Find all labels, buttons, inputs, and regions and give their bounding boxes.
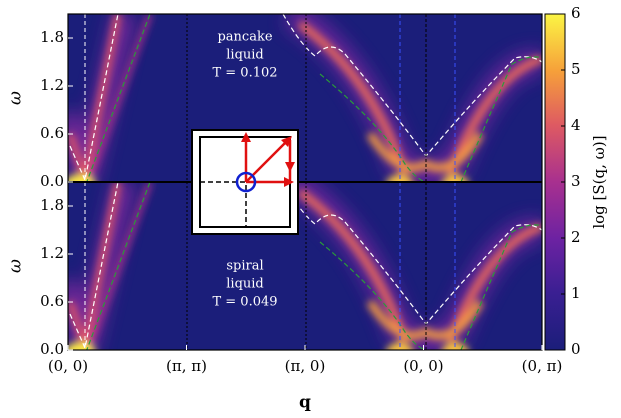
heatmap-bottom	[68, 182, 542, 350]
colorbar-label: log [S(q, ω)]	[590, 135, 608, 228]
colorbar-tick-label: 5	[571, 60, 581, 78]
annotation: liquid	[226, 48, 264, 63]
y-tick-label: 0.0	[40, 340, 64, 358]
annotation: T = 0.049	[212, 295, 277, 310]
y-axis-label: ω	[6, 91, 26, 105]
x-tick-label: (π, π)	[166, 357, 207, 375]
colorbar-tick-label: 1	[571, 284, 581, 302]
colorbar-tick-label: 3	[571, 172, 581, 190]
colorbar-tick-label: 4	[571, 116, 581, 134]
y-tick-label: 0.6	[40, 292, 64, 310]
y-tick-label: 0.0	[40, 172, 64, 190]
x-tick-label: (0, 0)	[403, 357, 443, 375]
annotation: pancake	[217, 30, 272, 45]
colorbar-tick-label: 6	[571, 4, 581, 22]
colorbar-tick-label: 0	[571, 340, 581, 358]
heatmap-top	[68, 14, 542, 182]
y-axis-label: ω	[6, 259, 26, 273]
x-tick-label: (0, π)	[522, 357, 563, 375]
y-tick-label: 0.6	[40, 124, 64, 142]
annotation: T = 0.102	[212, 66, 277, 81]
y-tick-label: 1.2	[40, 244, 64, 262]
y-tick-label: 1.8	[40, 28, 64, 46]
x-axis-label: q	[299, 393, 311, 413]
y-tick-label: 1.8	[40, 196, 64, 214]
x-tick-label: (0, 0)	[48, 357, 88, 375]
inset	[191, 129, 299, 235]
colorbar-tick-label: 2	[571, 228, 581, 246]
annotation: liquid	[226, 277, 264, 292]
annotation: spiral	[226, 259, 263, 274]
y-tick-label: 1.2	[40, 76, 64, 94]
x-tick-label: (π, 0)	[285, 357, 326, 375]
